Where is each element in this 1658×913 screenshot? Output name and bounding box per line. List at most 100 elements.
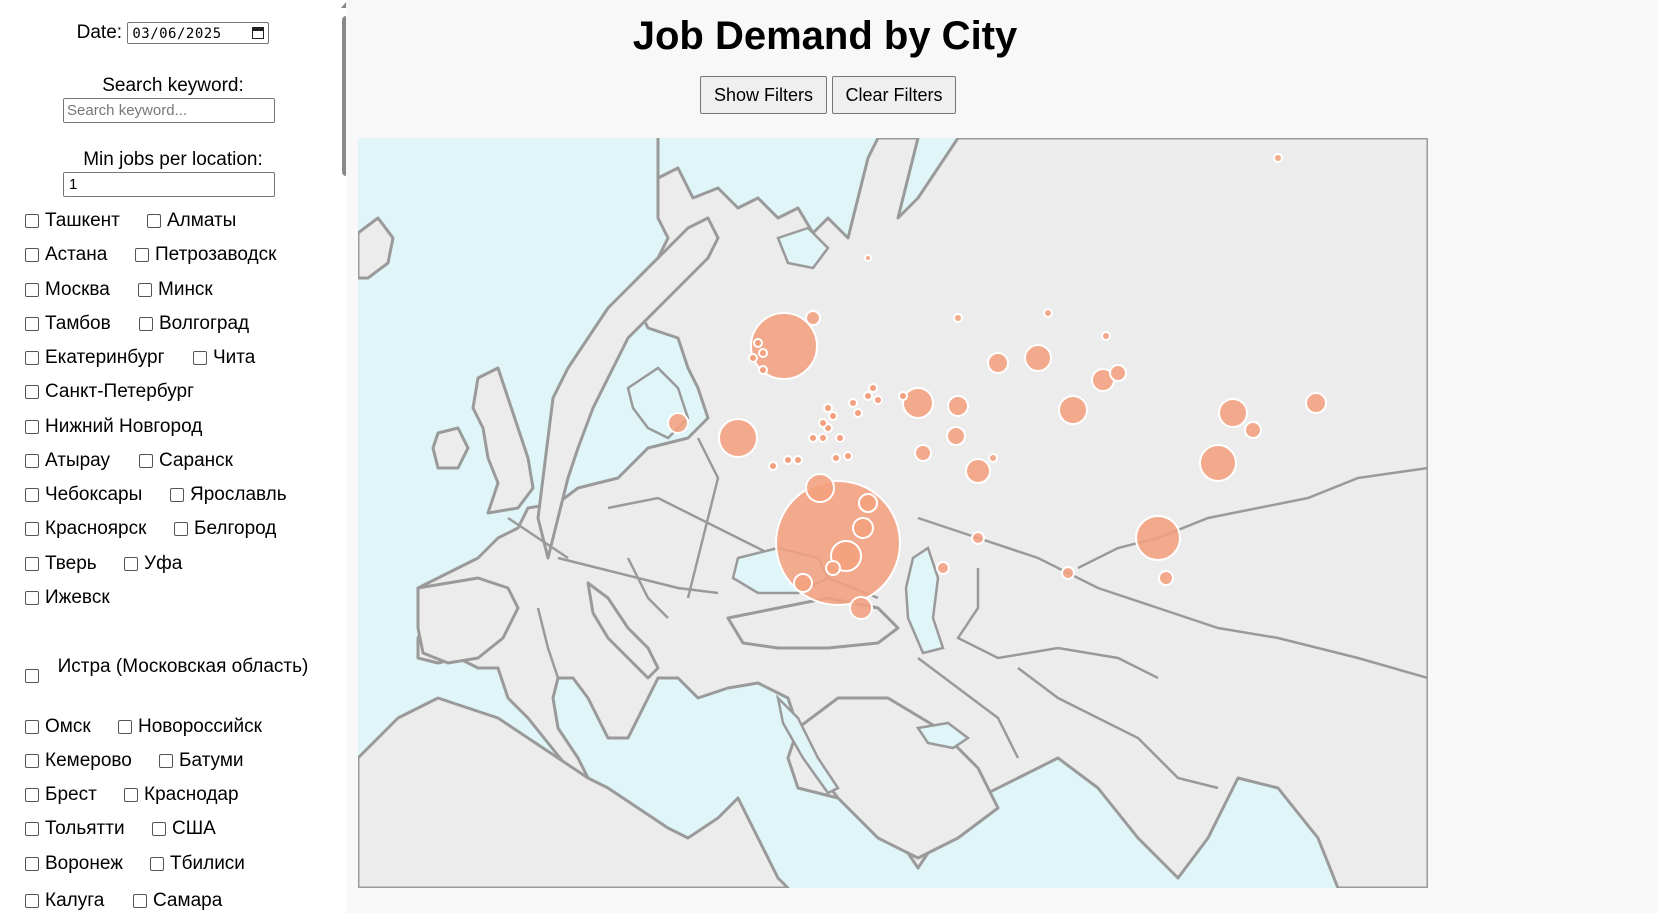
clear-filters-button[interactable]: Clear Filters xyxy=(832,76,956,114)
city-checkbox[interactable]: США xyxy=(152,818,216,840)
city-bubble[interactable] xyxy=(1244,421,1262,439)
city-bubble[interactable] xyxy=(946,426,966,446)
city-bubble[interactable] xyxy=(849,596,873,620)
checkbox-box[interactable] xyxy=(25,385,39,399)
city-checkbox[interactable]: Екатеринбург xyxy=(25,347,165,369)
checkbox-box[interactable] xyxy=(25,283,39,297)
city-bubble[interactable] xyxy=(1109,364,1127,382)
city-checkbox[interactable]: Москва xyxy=(25,279,110,301)
calendar-icon[interactable] xyxy=(252,27,265,39)
city-bubble[interactable] xyxy=(1024,344,1052,372)
job-demand-map[interactable] xyxy=(358,138,1428,888)
city-checkbox[interactable]: Тбилиси xyxy=(150,853,245,875)
city-checkbox[interactable]: Волгоград xyxy=(139,313,249,335)
city-bubble[interactable] xyxy=(823,403,833,413)
city-checkbox[interactable]: Чита xyxy=(193,347,255,369)
city-checkbox[interactable]: Тольятти xyxy=(25,818,125,840)
city-bubble[interactable] xyxy=(873,395,883,405)
city-bubble[interactable] xyxy=(1218,398,1248,428)
city-bubble[interactable] xyxy=(858,493,878,513)
city-bubble[interactable] xyxy=(831,453,841,463)
city-bubble[interactable] xyxy=(898,391,908,401)
city-bubble[interactable] xyxy=(1158,570,1174,586)
checkbox-box[interactable] xyxy=(193,351,207,365)
city-checkbox[interactable]: Красноярск xyxy=(25,518,146,540)
city-bubble[interactable] xyxy=(1058,395,1088,425)
city-bubble[interactable] xyxy=(863,391,873,401)
city-bubble[interactable] xyxy=(753,338,763,348)
checkbox-box[interactable] xyxy=(25,894,39,908)
city-checkbox[interactable]: Белгород xyxy=(174,518,276,540)
keyword-search-input[interactable]: Search keyword... xyxy=(63,98,275,123)
city-bubble[interactable] xyxy=(750,312,818,380)
checkbox-box[interactable] xyxy=(25,454,39,468)
checkbox-box[interactable] xyxy=(25,522,39,536)
city-bubble[interactable] xyxy=(902,387,934,419)
checkbox-box[interactable] xyxy=(150,857,164,871)
city-checkbox[interactable]: Алматы xyxy=(147,210,236,232)
checkbox-box[interactable] xyxy=(118,720,132,734)
city-bubble[interactable] xyxy=(825,560,841,576)
city-bubble[interactable] xyxy=(936,561,950,575)
city-checkbox[interactable]: Минск xyxy=(138,279,213,301)
city-checkbox[interactable]: Батуми xyxy=(159,750,244,772)
checkbox-box[interactable] xyxy=(124,788,138,802)
date-input[interactable]: 03/06/2025 xyxy=(127,22,270,44)
city-checkbox[interactable]: Ташкент xyxy=(25,210,120,232)
city-bubble[interactable] xyxy=(971,531,985,545)
checkbox-box[interactable] xyxy=(25,857,39,871)
city-checkbox[interactable]: Самара xyxy=(133,890,222,912)
city-checkbox[interactable]: Петрозаводск xyxy=(135,244,276,266)
city-bubble[interactable] xyxy=(1199,444,1237,482)
city-checkbox[interactable]: Тамбов xyxy=(25,313,111,335)
city-checkbox[interactable]: Атырау xyxy=(25,450,110,472)
city-bubble[interactable] xyxy=(843,451,853,461)
checkbox-box[interactable] xyxy=(25,317,39,331)
checkbox-box[interactable] xyxy=(133,894,147,908)
city-checkbox[interactable]: Ярославль xyxy=(170,484,287,506)
checkbox-box[interactable] xyxy=(147,214,161,228)
checkbox-box[interactable] xyxy=(25,591,39,605)
city-bubble[interactable] xyxy=(1061,566,1075,580)
city-checkbox[interactable]: Брест xyxy=(25,784,97,806)
city-checkbox[interactable]: Кемерово xyxy=(25,750,132,772)
checkbox-box[interactable] xyxy=(135,248,149,262)
city-bubble[interactable] xyxy=(793,573,813,593)
checkbox-box[interactable] xyxy=(138,283,152,297)
city-bubble[interactable] xyxy=(828,411,838,421)
sidebar-scrollbar[interactable] xyxy=(340,0,346,913)
city-bubble[interactable] xyxy=(1043,308,1053,318)
city-checkbox[interactable]: Воронеж xyxy=(25,853,123,875)
city-checkbox[interactable]: Калуга xyxy=(25,890,104,912)
checkbox-box[interactable] xyxy=(170,488,184,502)
city-checkbox[interactable]: Ижевск xyxy=(25,587,110,609)
city-bubble[interactable] xyxy=(818,418,828,428)
city-bubble[interactable] xyxy=(667,412,689,434)
city-bubble[interactable] xyxy=(758,365,768,375)
city-checkbox[interactable]: Астана xyxy=(25,244,107,266)
city-bubble[interactable] xyxy=(718,418,758,458)
city-bubble[interactable] xyxy=(805,473,835,503)
checkbox-box[interactable] xyxy=(159,754,173,768)
city-checkbox[interactable]: Омск xyxy=(25,716,91,738)
city-bubble[interactable] xyxy=(965,458,991,484)
city-bubble[interactable] xyxy=(835,433,845,443)
city-checkbox[interactable]: Истра (Московская область) xyxy=(25,655,325,705)
checkbox-box[interactable] xyxy=(174,522,188,536)
city-bubble[interactable] xyxy=(1305,392,1327,414)
city-checkbox[interactable]: Новороссийск xyxy=(118,716,262,738)
city-checkbox[interactable]: Краснодар xyxy=(124,784,239,806)
city-checkbox[interactable]: Уфа xyxy=(124,553,182,575)
city-bubble[interactable] xyxy=(988,453,998,463)
checkbox-box[interactable] xyxy=(25,669,39,683)
city-checkbox[interactable]: Тверь xyxy=(25,553,97,575)
city-bubble[interactable] xyxy=(748,353,758,363)
min-jobs-input[interactable]: 1 xyxy=(63,172,275,197)
checkbox-box[interactable] xyxy=(25,822,39,836)
city-bubble[interactable] xyxy=(853,408,863,418)
city-bubble[interactable] xyxy=(852,517,874,539)
city-bubble[interactable] xyxy=(914,444,932,462)
city-bubble[interactable] xyxy=(1273,153,1283,163)
checkbox-box[interactable] xyxy=(139,317,153,331)
checkbox-box[interactable] xyxy=(25,788,39,802)
